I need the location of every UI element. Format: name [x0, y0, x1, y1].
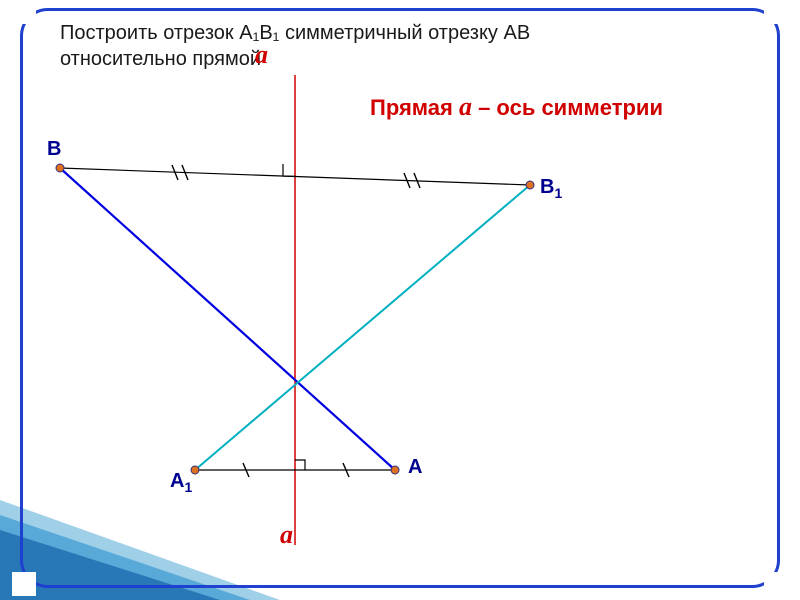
- perp-mark-bottom: [295, 460, 305, 470]
- point-B1: [526, 181, 534, 189]
- segment-AB: [60, 168, 395, 470]
- axis-label-top: a: [255, 40, 268, 70]
- sym-suffix: – ось симметрии: [472, 95, 663, 120]
- point-A: [391, 466, 399, 474]
- frame-notch-tr: [764, 0, 788, 24]
- frame-notch-tl: [12, 0, 36, 24]
- task-text-line1: Построить отрезок A₁B₁ симметричный отре…: [60, 22, 530, 45]
- label-B: B: [47, 138, 61, 161]
- symmetry-statement: Прямая a – ось симметрии: [370, 92, 663, 122]
- frame-notch-bl: [12, 572, 36, 596]
- perp-mark-top: [283, 164, 296, 177]
- sym-axis-letter: a: [459, 92, 472, 121]
- geometry-diagram: [0, 0, 800, 600]
- segment-A1B1: [195, 185, 530, 470]
- point-B: [56, 164, 64, 172]
- label-A: A: [408, 456, 422, 479]
- task-text-line2: относительно прямой: [60, 48, 261, 71]
- sym-prefix: Прямая: [370, 95, 459, 120]
- axis-label-bottom: a: [280, 520, 293, 550]
- label-A1: A1: [170, 470, 192, 495]
- frame-notch-br: [764, 572, 788, 596]
- label-B1: B1: [540, 176, 562, 201]
